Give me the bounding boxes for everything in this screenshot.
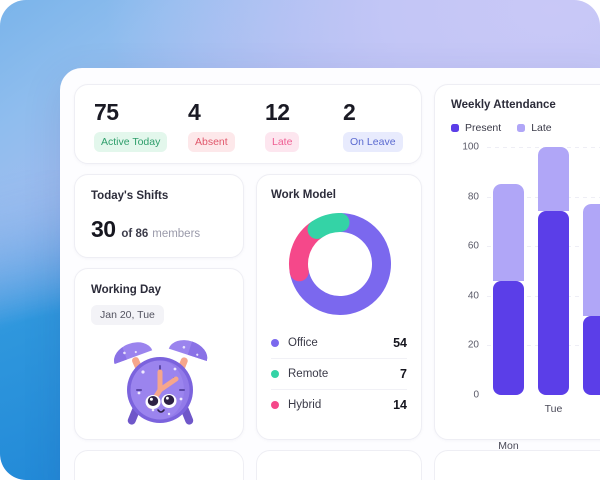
stacked-bar: [538, 147, 569, 395]
bar-segment-late: [493, 184, 524, 281]
partial-card-bottom-left: [74, 450, 244, 480]
legend-label: Hybrid: [288, 399, 322, 411]
stacked-bar: [493, 184, 524, 395]
y-axis-tick: 40: [467, 290, 479, 302]
status-badge: Late: [265, 132, 300, 152]
y-axis-tick: 60: [467, 240, 479, 252]
todays-shifts-members-label: members: [152, 228, 201, 240]
working-day-card[interactable]: Working Day Jan 20, Tue: [74, 268, 244, 440]
legend-label: Late: [531, 122, 552, 134]
stat-value: 75: [94, 99, 119, 125]
stat-active-today: 75 Active Today: [94, 99, 168, 152]
todays-shifts-count: 30: [91, 216, 116, 242]
work-model-legend: Office 54 Remote 7 Hybrid 14: [271, 327, 407, 420]
y-axis-tick: 20: [467, 339, 479, 351]
stat-value: 2: [343, 99, 356, 125]
weekly-attendance-title: Weekly Attendance: [451, 99, 556, 111]
stat-on-leave: 2 On Leave: [343, 99, 403, 152]
legend-swatch: [517, 124, 526, 132]
legend-color-dot: [271, 401, 279, 409]
stacked-bar: [583, 204, 600, 395]
status-badge: Absent: [188, 132, 235, 152]
attendance-legend-item: Present: [451, 122, 501, 134]
y-axis-tick: 100: [462, 141, 479, 153]
stat-value: 12: [265, 99, 290, 125]
weekly-attendance-legend: Present Late: [451, 122, 600, 134]
todays-shifts-of: of 86: [121, 228, 149, 240]
legend-row: Hybrid 14: [271, 389, 407, 420]
donut-segment-office: [289, 213, 391, 315]
legend-label: Remote: [288, 368, 329, 380]
bar-segment-present: [493, 280, 524, 395]
legend-row: Remote 7: [271, 358, 407, 389]
work-model-title: Work Model: [271, 189, 336, 201]
bar-column[interactable]: Mon: [493, 184, 524, 452]
legend-label: Present: [465, 122, 502, 134]
chart-bars: Mon Tue Wed: [487, 147, 600, 472]
status-badge: On Leave: [343, 132, 403, 152]
todays-shifts-card[interactable]: Today's Shifts 30 of 86 members: [74, 174, 244, 258]
stat-value: 4: [188, 99, 201, 125]
x-axis-label: Mon: [498, 440, 519, 453]
legend-value: 14: [393, 398, 407, 412]
dashboard-panel: 75 Active Today 4 Absent 12 Late 2 On Leave Tod…: [60, 68, 600, 480]
todays-shifts-summary: 30 of 86 members: [91, 216, 227, 243]
donut-segment-remote: [307, 213, 350, 239]
work-model-card: Work Model Office 54 Remote 7 Hybrid 14: [256, 174, 422, 440]
y-axis-tick: 0: [473, 389, 479, 401]
legend-swatch: [451, 124, 459, 132]
legend-label: Office: [288, 336, 318, 349]
weekly-attendance-chart: 0 20 40 60 80 100 Mon Tue Wed: [451, 142, 600, 472]
todays-shifts-title: Today's Shifts: [91, 190, 169, 202]
working-day-title: Working Day: [91, 284, 162, 296]
legend-row: Office 54: [271, 327, 407, 358]
stat-late: 12 Late: [265, 99, 300, 152]
working-day-date: Jan 20, Tue: [91, 305, 164, 325]
stat-absent: 4 Absent: [188, 99, 235, 152]
bar-column[interactable]: Tue: [538, 147, 569, 415]
summary-stats-card: 75 Active Today 4 Absent 12 Late 2 On Leave: [74, 84, 422, 164]
bar-segment-late: [538, 147, 569, 212]
y-axis: 0 20 40 60 80 100: [451, 142, 485, 401]
partial-card-bottom-mid: [256, 450, 422, 480]
partial-card-bottom-right: [434, 450, 600, 480]
bar-segment-present: [583, 315, 600, 395]
attendance-legend-item: Late: [517, 122, 552, 134]
bar-column[interactable]: Wed: [583, 204, 600, 472]
alarm-clock-icon: [103, 327, 217, 431]
bar-segment-late: [583, 204, 600, 316]
legend-value: 7: [400, 367, 407, 381]
work-model-donut-chart: [285, 209, 395, 319]
weekly-attendance-card: Weekly Attendance Present Late 0 20 40 60 80 1…: [434, 84, 600, 472]
legend-value: 54: [393, 335, 407, 350]
legend-color-dot: [271, 370, 279, 378]
y-axis-tick: 80: [467, 191, 479, 203]
status-badge: Active Today: [94, 132, 168, 152]
x-axis-label: Tue: [544, 403, 563, 415]
bar-segment-present: [538, 211, 569, 395]
legend-color-dot: [271, 338, 279, 347]
